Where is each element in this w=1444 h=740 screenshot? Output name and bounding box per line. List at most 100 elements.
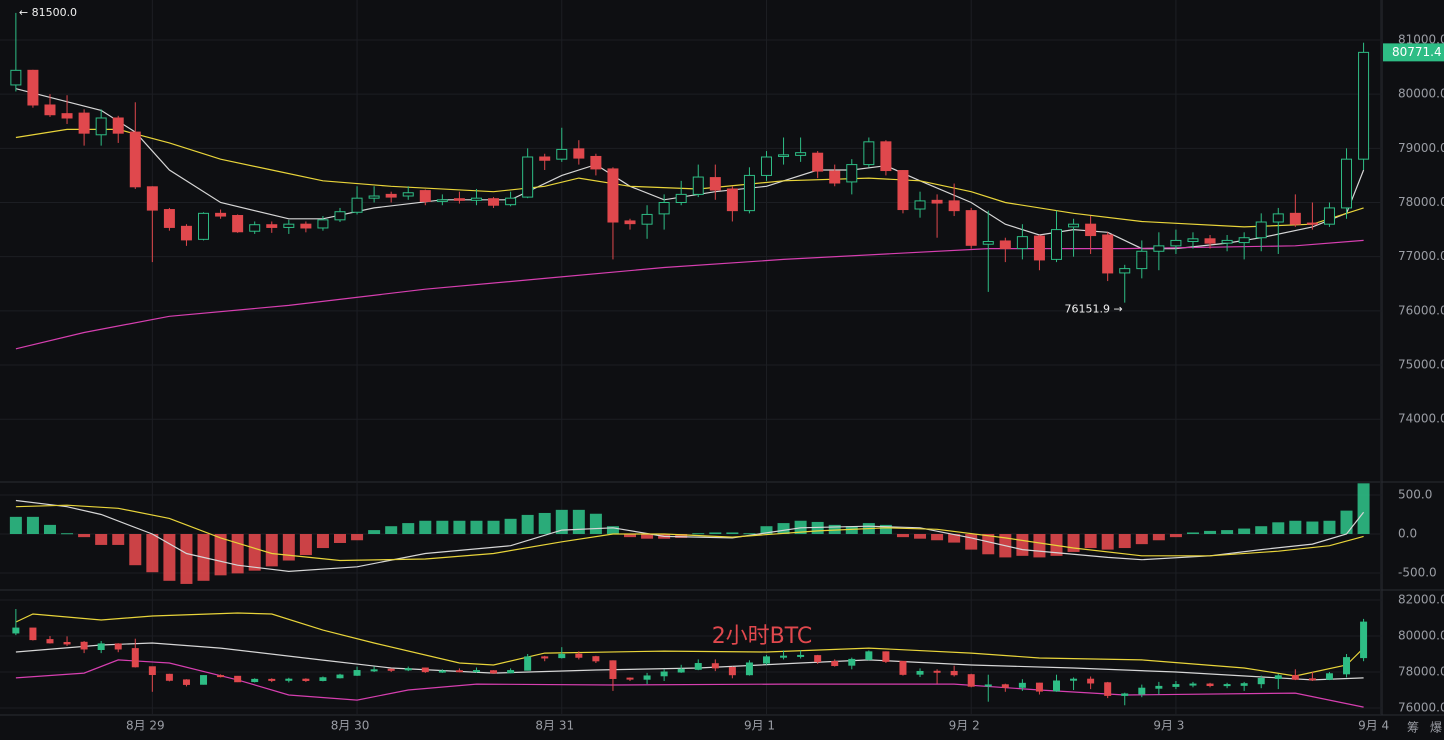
candle-body (10, 69, 22, 86)
candle-body (1223, 684, 1231, 687)
macd-bar (726, 532, 739, 535)
macd-bar (1016, 534, 1029, 556)
candle-body (780, 655, 788, 658)
candle-body (165, 673, 173, 681)
macd-bar (112, 534, 125, 545)
macd-bar (1101, 534, 1114, 550)
candle-body (95, 117, 107, 136)
candle-body (933, 670, 941, 673)
macd-bar (265, 534, 278, 567)
y-tick-label: 76000.0 (1398, 303, 1444, 317)
candle-body (1240, 683, 1248, 686)
candle-body (1018, 682, 1026, 688)
candle-body (1087, 678, 1095, 684)
y-tick-label: 500.0 (1398, 488, 1432, 502)
x-tick-label: 8月 31 (535, 719, 574, 733)
candle-body (626, 677, 634, 680)
macd-bar (1084, 534, 1097, 549)
macd-bar (1067, 534, 1080, 552)
candle-body (1257, 677, 1265, 685)
macd-bar (1340, 510, 1353, 535)
max-annotation: ← 81500.0 (19, 6, 77, 19)
candle-body (44, 104, 56, 116)
candle-body (829, 170, 841, 184)
candle-body (694, 663, 702, 670)
macd-bar (1169, 534, 1182, 538)
macd-bar (1238, 528, 1251, 535)
macd-bar (1118, 534, 1131, 549)
candle-body (453, 198, 465, 201)
macd-bar (282, 534, 295, 561)
macd-bar (146, 534, 159, 573)
macd-bar (299, 534, 312, 556)
macd-bar (743, 533, 756, 535)
candle-body (1341, 158, 1353, 209)
macd-bar (1272, 522, 1285, 535)
candle-body (1358, 51, 1370, 160)
candle-body (831, 661, 839, 667)
macd-bar (436, 520, 449, 535)
macd-bar (1135, 534, 1148, 545)
macd-bar (78, 534, 91, 538)
candle-body (319, 677, 327, 681)
candle-body (370, 669, 378, 672)
candle-body (1033, 235, 1045, 261)
candle-body (112, 117, 124, 134)
tool-button[interactable]: 爆 (1430, 721, 1442, 735)
min-annotation: 76151.9 → (1065, 303, 1123, 316)
candle-body (643, 675, 651, 680)
macd-bar (214, 534, 227, 576)
candle-body (1189, 683, 1197, 686)
labels: 74000.0 75000.0 76000.0 77000.0 78000.0 79000… (19, 6, 1444, 733)
candle-body (609, 660, 617, 679)
candle-body (488, 198, 500, 206)
y-tick-label: 80000.0 (1398, 629, 1444, 643)
indicator-line (15, 504, 1364, 562)
macd-bar (9, 516, 22, 535)
macd-bar (982, 534, 995, 555)
candle-body (1325, 673, 1333, 680)
candle-body (131, 648, 139, 668)
candle-body (797, 654, 805, 657)
candle-body (965, 210, 977, 246)
candle-body (1272, 213, 1284, 223)
y-tick-label: 82000.0 (1398, 593, 1444, 607)
candle-body (129, 131, 141, 188)
candle-body (745, 662, 753, 676)
candle-body (522, 156, 534, 198)
x-tick-label: 9月 4 (1358, 719, 1389, 733)
candle-body (436, 199, 448, 202)
macd-bar (129, 534, 142, 566)
x-tick-label: 8月 30 (331, 719, 370, 733)
candle-body (556, 148, 568, 160)
candle-body (1085, 223, 1097, 237)
candle-body (404, 668, 412, 671)
macd-bar (1186, 532, 1199, 535)
macd-bar (641, 534, 654, 539)
y-tick-label: 75000.0 (1398, 358, 1444, 372)
macd-bar (572, 509, 585, 535)
candle-body (1119, 268, 1131, 274)
y-tick-label: 76000.0 (1398, 700, 1444, 714)
candle-body (1170, 239, 1182, 247)
candle-body (163, 209, 175, 228)
grid (0, 0, 1382, 715)
candle-body (490, 670, 498, 674)
candle-body (624, 220, 636, 225)
candle-body (897, 170, 909, 211)
macd-bar (419, 520, 432, 535)
candle-body (421, 667, 429, 673)
candle-body (61, 113, 73, 119)
candle-body (97, 643, 105, 651)
candle-body (180, 225, 192, 241)
candle-body (1187, 238, 1199, 243)
candle-body (760, 156, 772, 176)
macd-bar (26, 516, 39, 535)
macd-bar (1221, 530, 1234, 535)
tool-button[interactable]: 筹 (1407, 721, 1419, 735)
macd-bar (555, 509, 568, 535)
macd-bar (606, 526, 619, 535)
candle-body (795, 152, 807, 156)
macd-bar (487, 520, 500, 535)
candle-body (1016, 236, 1028, 250)
